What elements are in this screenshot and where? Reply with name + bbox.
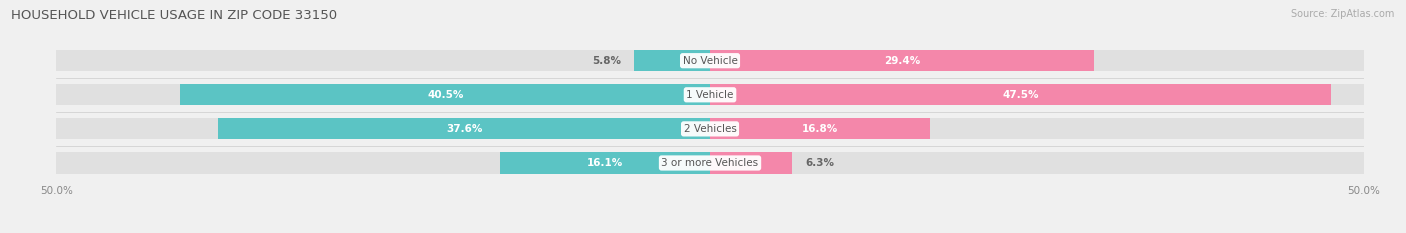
Bar: [180, 84, 710, 105]
Text: 1 Vehicle: 1 Vehicle: [686, 90, 734, 100]
Bar: [710, 50, 1094, 71]
Text: 37.6%: 37.6%: [446, 124, 482, 134]
Text: 16.1%: 16.1%: [586, 158, 623, 168]
Text: HOUSEHOLD VEHICLE USAGE IN ZIP CODE 33150: HOUSEHOLD VEHICLE USAGE IN ZIP CODE 3315…: [11, 9, 337, 22]
Bar: [56, 50, 1364, 71]
Text: 2 Vehicles: 2 Vehicles: [683, 124, 737, 134]
Bar: [710, 84, 1331, 105]
Bar: [710, 118, 929, 140]
Text: Source: ZipAtlas.com: Source: ZipAtlas.com: [1291, 9, 1395, 19]
Bar: [710, 152, 793, 174]
Text: 3 or more Vehicles: 3 or more Vehicles: [661, 158, 759, 168]
Bar: [499, 152, 710, 174]
Bar: [218, 118, 710, 140]
Text: 16.8%: 16.8%: [801, 124, 838, 134]
Text: 6.3%: 6.3%: [806, 158, 835, 168]
Text: 5.8%: 5.8%: [592, 56, 621, 66]
Bar: [56, 152, 1364, 174]
Bar: [634, 50, 710, 71]
Bar: [56, 118, 1364, 140]
Text: No Vehicle: No Vehicle: [682, 56, 738, 66]
Text: 29.4%: 29.4%: [884, 56, 921, 66]
Bar: [56, 84, 1364, 105]
Text: 40.5%: 40.5%: [427, 90, 464, 100]
Text: 47.5%: 47.5%: [1002, 90, 1039, 100]
